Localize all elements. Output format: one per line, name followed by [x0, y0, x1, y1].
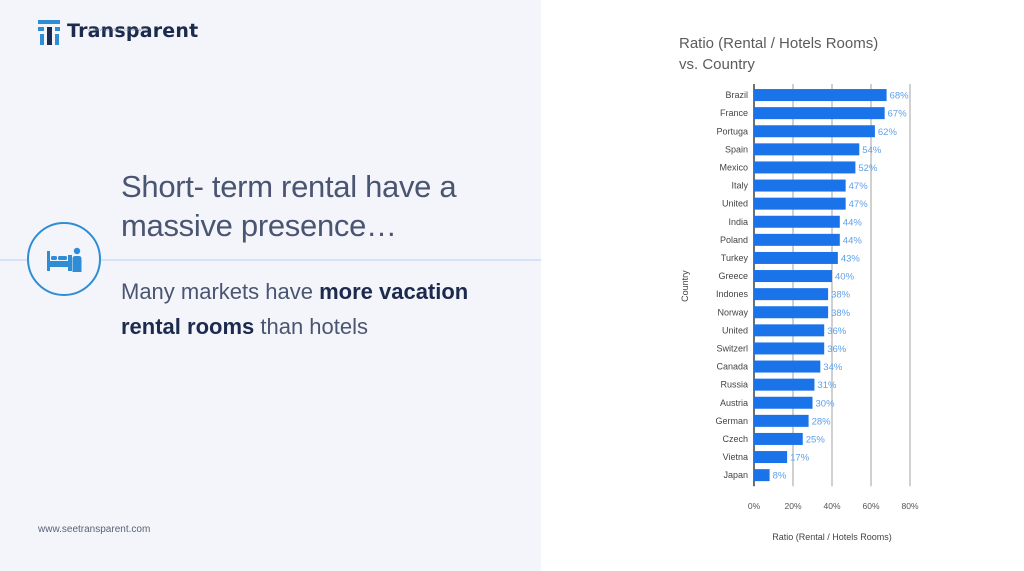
- bar: [754, 251, 838, 264]
- transparent-logo-icon: [38, 20, 60, 45]
- footer-url[interactable]: www.seetransparent.com: [38, 524, 151, 535]
- bar: [754, 125, 875, 138]
- category-label: Turkey: [721, 253, 749, 263]
- data-label: 67%: [888, 109, 908, 120]
- category-label: Vietna: [723, 452, 748, 462]
- x-tick-label: 60%: [862, 501, 879, 511]
- brand-name: Transparent: [67, 20, 199, 42]
- data-label: 47%: [849, 181, 869, 192]
- data-label: 34%: [823, 362, 843, 373]
- x-tick-label: 40%: [823, 501, 840, 511]
- bar: [754, 378, 815, 391]
- data-label: 28%: [812, 416, 832, 427]
- category-label: United: [722, 325, 748, 335]
- y-axis-label: Country: [680, 270, 690, 302]
- category-label: Austria: [720, 398, 748, 408]
- category-label: Switzerl: [716, 343, 748, 353]
- bar: [754, 451, 788, 464]
- x-tick-label: 0%: [748, 501, 761, 511]
- category-label: Indones: [716, 289, 749, 299]
- category-label: United: [722, 199, 748, 209]
- bar: [754, 179, 846, 192]
- bar: [754, 107, 885, 120]
- bar: [754, 161, 856, 174]
- data-label: 36%: [827, 344, 847, 355]
- data-label: 43%: [841, 253, 861, 264]
- bed-and-person-icon: [27, 222, 101, 296]
- bar: [754, 288, 829, 301]
- data-label: 47%: [849, 199, 869, 210]
- subhead-bold: more vacation rental rooms: [121, 279, 469, 339]
- bar: [754, 197, 846, 210]
- bar: [754, 360, 821, 373]
- data-label: 31%: [817, 380, 837, 391]
- brand-tagline: A NEWHEIGHT COMPANY: [88, 27, 149, 32]
- bar: [754, 432, 803, 445]
- category-label: Canada: [716, 362, 748, 372]
- bar: [754, 215, 840, 228]
- data-label: 8%: [773, 471, 787, 482]
- category-label: German: [715, 416, 748, 426]
- bar: [754, 233, 840, 246]
- data-label: 44%: [843, 217, 863, 228]
- category-label: Spain: [725, 144, 748, 154]
- x-axis-label: Ratio (Rental / Hotels Rooms): [772, 532, 892, 542]
- category-label: Norway: [717, 307, 748, 317]
- x-tick-label: 80%: [901, 501, 918, 511]
- bar: [754, 270, 832, 283]
- data-label: 30%: [816, 398, 836, 409]
- x-tick-label: 20%: [784, 501, 801, 511]
- data-label: 38%: [831, 308, 851, 319]
- bar: [754, 324, 825, 337]
- data-label: 44%: [843, 235, 863, 246]
- category-label: Poland: [720, 235, 748, 245]
- category-label: Japan: [723, 470, 748, 480]
- bar: [754, 414, 809, 427]
- data-label: 17%: [790, 453, 810, 464]
- bar: [754, 306, 829, 319]
- subhead-pre: Many markets have: [121, 279, 320, 304]
- bar: [754, 342, 825, 355]
- category-label: Greece: [718, 271, 748, 281]
- bar: [754, 396, 813, 409]
- page-subhead: Many markets have more vacation rental r…: [121, 274, 501, 344]
- left-panel: Transparent A NEWHEIGHT COMPANY Short- t…: [0, 0, 541, 571]
- section-divider: [0, 259, 541, 261]
- chart-title: Ratio (Rental / Hotels Rooms) vs. Countr…: [679, 35, 879, 73]
- bar: [754, 469, 770, 482]
- category-label: Italy: [731, 181, 748, 191]
- category-label: India: [728, 217, 748, 227]
- data-label: 52%: [858, 163, 878, 174]
- bar: [754, 89, 887, 102]
- data-label: 62%: [878, 127, 898, 138]
- data-label: 25%: [806, 434, 826, 445]
- page-headline: Short- term rental have a massive presen…: [121, 169, 457, 243]
- subhead-post: than hotels: [254, 314, 369, 339]
- data-label: 36%: [827, 326, 847, 337]
- data-label: 68%: [890, 91, 910, 102]
- data-label: 40%: [835, 272, 855, 283]
- category-label: Russia: [720, 380, 748, 390]
- category-label: Mexico: [719, 162, 748, 172]
- category-label: Portuga: [716, 126, 748, 136]
- bar-chart: Brazil 68% France 67% Portuga 62% Spain 54% Mexi…: [680, 84, 919, 542]
- brand-logo[interactable]: Transparent: [38, 20, 198, 46]
- category-label: France: [720, 108, 748, 118]
- category-label: Brazil: [725, 90, 748, 100]
- category-label: Czech: [722, 434, 748, 444]
- bar: [754, 143, 860, 156]
- data-label: 54%: [862, 145, 882, 156]
- data-label: 38%: [831, 290, 851, 301]
